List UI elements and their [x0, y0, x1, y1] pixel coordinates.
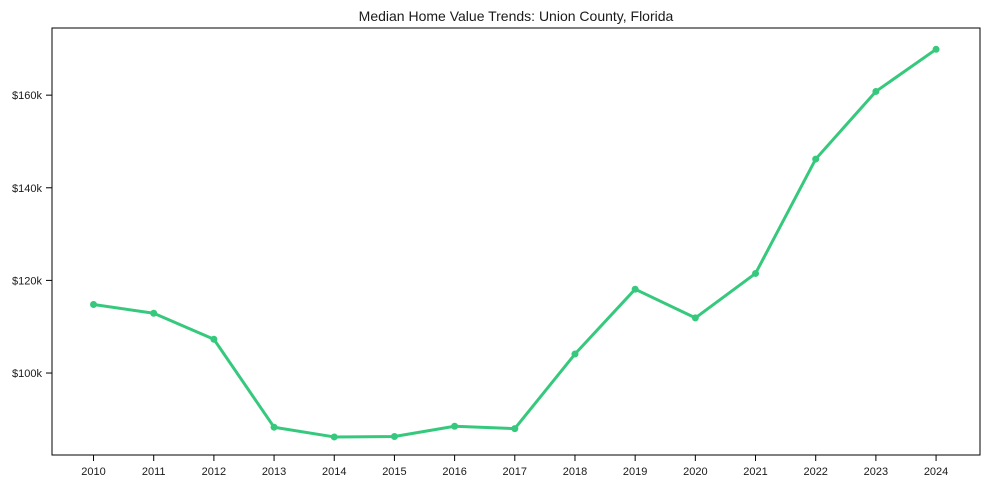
data-point-2013: [270, 423, 278, 431]
data-point-2012: [210, 335, 218, 343]
y-tick-label: $160k: [12, 90, 42, 102]
x-tick-label: 2022: [803, 466, 827, 478]
x-tick-label: 2023: [864, 466, 888, 478]
x-tick-label: 2015: [382, 466, 406, 478]
data-point-2020: [691, 314, 699, 322]
x-tick-label: 2013: [262, 466, 286, 478]
data-point-2016: [451, 422, 459, 430]
x-tick-label: 2016: [442, 466, 466, 478]
data-point-2018: [571, 350, 579, 358]
x-tick-label: 2020: [683, 466, 707, 478]
y-tick-label: $140k: [12, 183, 42, 195]
y-tick-label: $120k: [12, 275, 42, 287]
data-point-2014: [330, 433, 338, 441]
x-tick-label: 2018: [563, 466, 587, 478]
x-tick-label: 2012: [202, 466, 226, 478]
data-point-2011: [150, 309, 158, 317]
x-tick-label: 2010: [81, 466, 105, 478]
chart-title: Median Home Value Trends: Union County, …: [358, 8, 674, 24]
data-point-2021: [752, 269, 760, 277]
x-tick-label: 2014: [322, 466, 346, 478]
data-point-2024: [932, 45, 940, 53]
x-tick-label: 2024: [924, 466, 948, 478]
data-point-2023: [872, 87, 880, 95]
data-point-2010: [90, 300, 98, 308]
x-tick-label: 2017: [503, 466, 527, 478]
y-tick-label: $100k: [12, 368, 42, 380]
x-tick-label: 2021: [743, 466, 767, 478]
x-tick-label: 2019: [623, 466, 647, 478]
x-tick-label: 2011: [142, 466, 166, 478]
data-point-2015: [390, 432, 398, 440]
data-point-2017: [511, 425, 519, 433]
data-point-2019: [631, 285, 639, 293]
data-point-2022: [812, 155, 820, 163]
plot-area-border: [51, 27, 981, 456]
